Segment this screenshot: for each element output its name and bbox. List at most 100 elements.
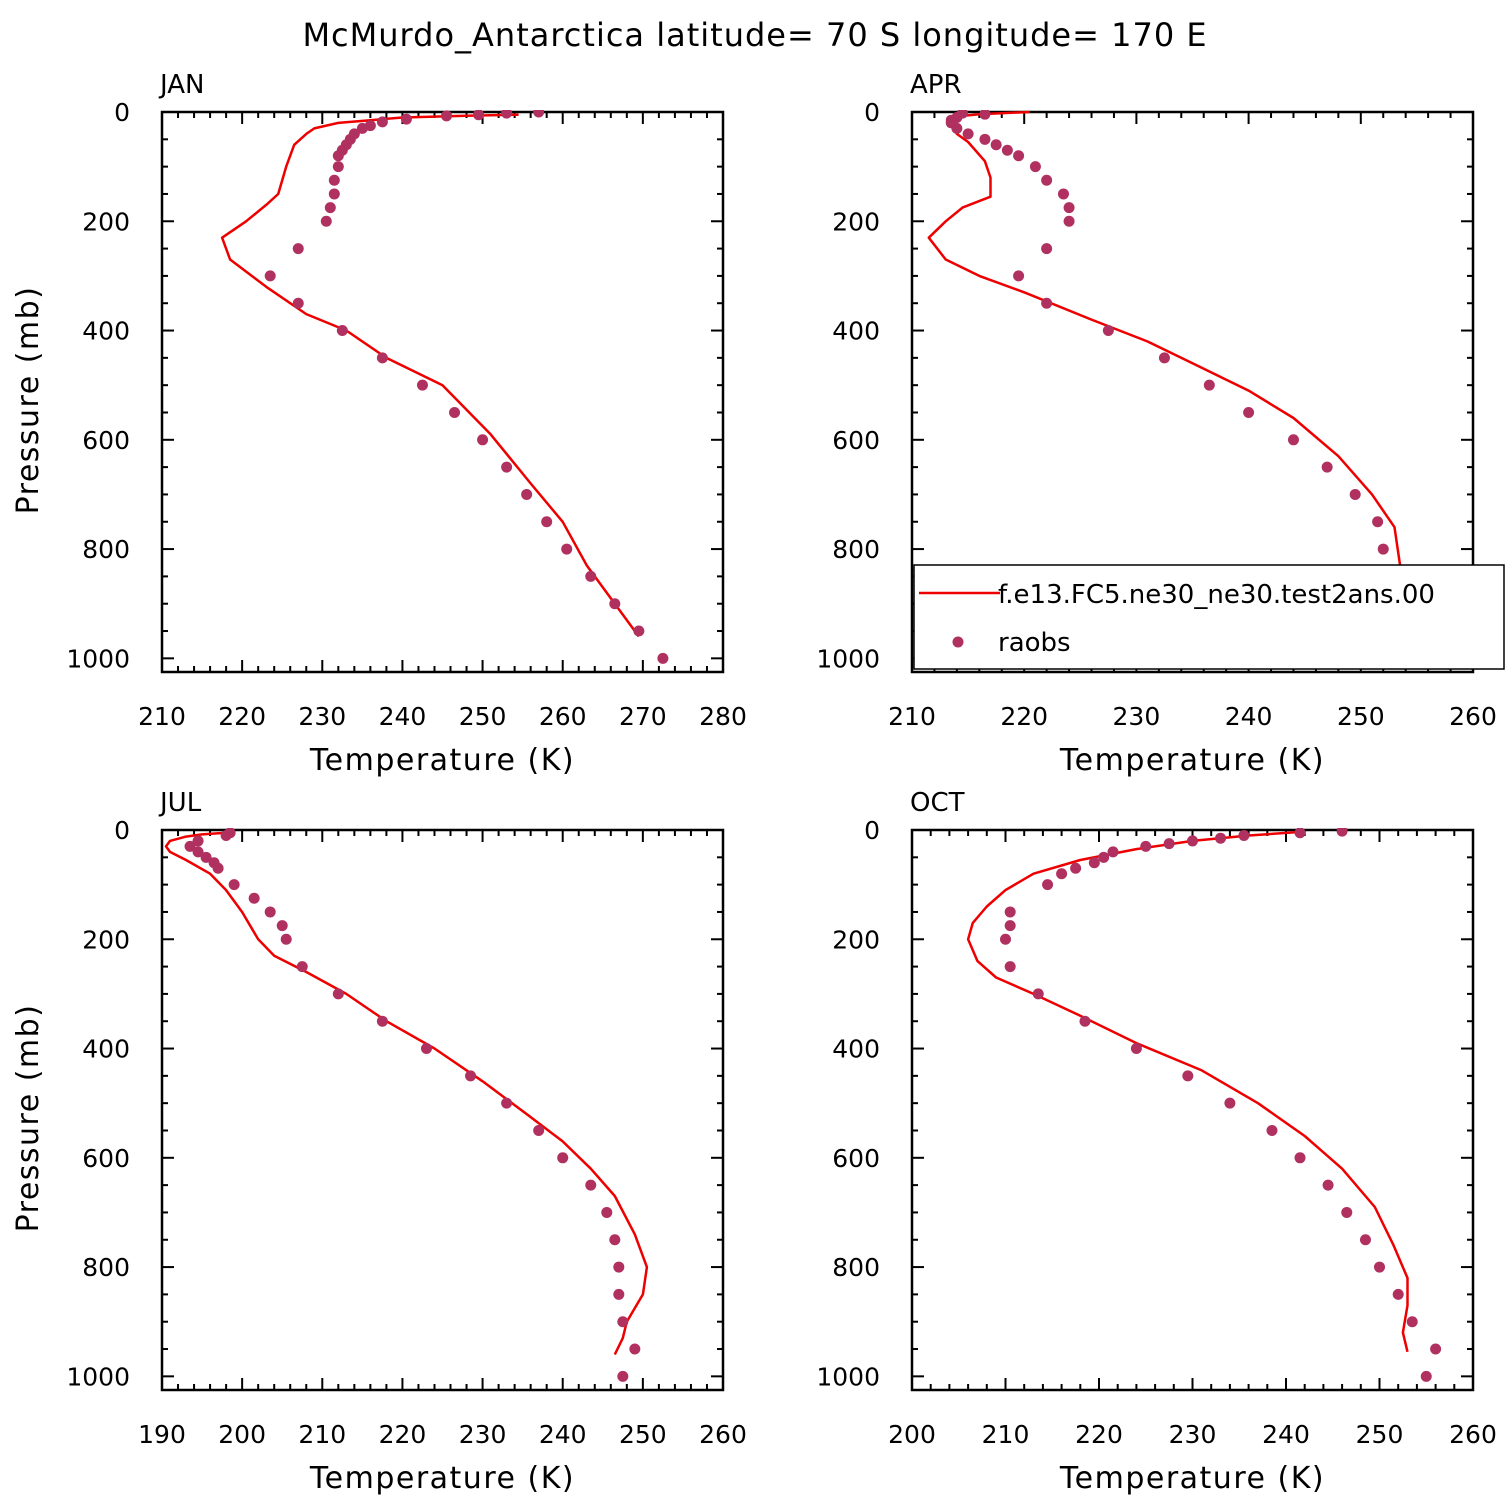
raobs-point (657, 652, 669, 664)
y-tick-label: 600 (82, 426, 130, 455)
raobs-point (1377, 543, 1389, 555)
raobs-point (1029, 161, 1041, 173)
raobs-point (501, 461, 513, 473)
raobs-point (521, 488, 533, 500)
raobs-point (332, 161, 344, 173)
raobs-point (1182, 1070, 1194, 1082)
raobs-point (320, 215, 332, 227)
raobs-point (951, 122, 963, 134)
x-tick-label: 220 (218, 702, 266, 731)
y-tick-label: 800 (832, 535, 880, 564)
raobs-point (585, 1179, 597, 1191)
x-tick-label: 230 (298, 702, 346, 731)
raobs-point (1056, 868, 1068, 880)
raobs-point (1372, 516, 1384, 528)
raobs-point (1336, 828, 1348, 837)
raobs-point (264, 906, 276, 918)
raobs-point (1203, 379, 1215, 391)
x-tick-label: 230 (1169, 1420, 1217, 1449)
raobs-point (192, 835, 204, 847)
x-axis-label: Temperature (K) (309, 743, 575, 778)
raobs-point (1359, 1234, 1371, 1246)
y-axis-label: Pressure (mb) (11, 286, 46, 515)
model-profile-line (164, 831, 649, 1356)
raobs-point (1341, 1206, 1353, 1218)
model-profile-line (927, 110, 1413, 638)
x-tick-label: 260 (699, 1420, 747, 1449)
raobs-point (1349, 488, 1361, 500)
x-tick-label: 220 (1000, 702, 1048, 731)
y-tick-label: 400 (82, 317, 130, 346)
raobs-point (328, 188, 340, 200)
raobs-point (449, 406, 461, 418)
y-tick-label: 400 (832, 1035, 880, 1064)
raobs-point (1420, 1370, 1432, 1382)
y-tick-label: 200 (832, 207, 880, 236)
raobs-point (332, 150, 344, 162)
raobs-point (332, 988, 344, 1000)
x-tick-label: 240 (379, 702, 427, 731)
raobs-point (1013, 270, 1025, 282)
raobs-point (962, 128, 974, 140)
raobs-point (609, 598, 621, 610)
raobs-point (465, 1070, 477, 1082)
y-tick-label: 400 (832, 317, 880, 346)
y-tick-label: 0 (864, 816, 880, 845)
raobs-point (1000, 933, 1011, 945)
panel-title: JUL (158, 788, 202, 818)
plot-frame (160, 110, 725, 674)
x-tick-label: 250 (1356, 1420, 1404, 1449)
y-tick-label: 1000 (816, 644, 880, 673)
raobs-point (1063, 202, 1075, 214)
raobs-point (1392, 1288, 1404, 1300)
raobs-point (1321, 461, 1333, 473)
raobs-point (633, 625, 645, 637)
figure-title: McMurdo_Antarctica latitude= 70 S longit… (302, 16, 1207, 54)
raobs-point (1322, 1179, 1334, 1191)
raobs-point (356, 122, 368, 134)
raobs-point (336, 325, 348, 337)
raobs-point (1042, 879, 1054, 891)
y-tick-label: 1000 (66, 644, 130, 673)
y-tick-label: 600 (82, 1144, 130, 1173)
y-tick-label: 200 (832, 925, 880, 954)
x-tick-label: 250 (1337, 702, 1385, 731)
raobs-point (296, 961, 308, 973)
raobs-point (200, 851, 212, 863)
panel-oct: OCT 200 210 220 230 240 250 260 0 200 400 600 800 100… (816, 788, 1496, 1496)
raobs-point (400, 113, 412, 125)
raobs-point (228, 879, 240, 891)
raobs-point (376, 1015, 388, 1027)
raobs-point (1406, 1316, 1418, 1328)
x-axis-label: Temperature (K) (1059, 743, 1325, 778)
y-tick-label: 600 (832, 426, 880, 455)
x-tick-label: 250 (619, 1420, 667, 1449)
plot-frame (910, 110, 1475, 674)
raobs-point (601, 1206, 613, 1218)
raobs-point (477, 434, 489, 446)
raobs-point (420, 1043, 432, 1055)
y-tick-label: 0 (114, 98, 130, 127)
raobs-point (1287, 434, 1299, 446)
x-tick-label: 210 (888, 702, 936, 731)
raobs-point (979, 133, 991, 145)
legend-box (913, 564, 1505, 670)
x-tick-label: 190 (138, 1420, 186, 1449)
raobs-point (1098, 851, 1110, 863)
x-tick-label: 230 (1113, 702, 1161, 731)
raobs-point (376, 116, 388, 128)
raobs-point (1057, 188, 1069, 200)
x-tick-label: 230 (459, 1420, 507, 1449)
model-profile-line (220, 113, 640, 638)
raobs-point (613, 1261, 625, 1273)
raobs-point (629, 1343, 641, 1355)
raobs-point (292, 297, 304, 309)
raobs-point (328, 174, 340, 186)
raobs-point (1041, 243, 1053, 255)
legend-label-raobs: raobs (998, 628, 1071, 658)
raobs-point (248, 892, 260, 904)
raobs-point (276, 920, 288, 932)
raobs-point (617, 1370, 629, 1382)
raobs-point (533, 1124, 545, 1136)
